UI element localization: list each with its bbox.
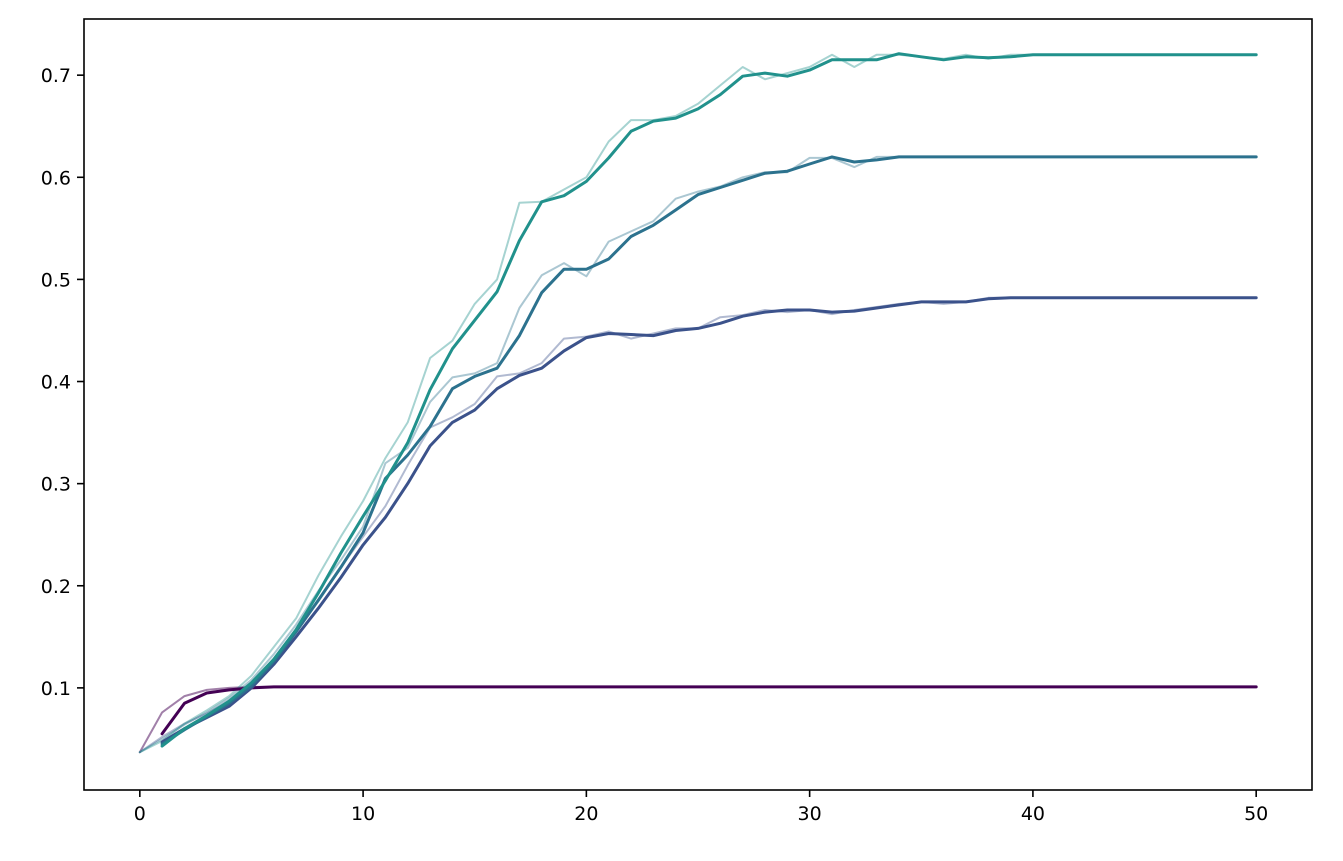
x-tick-label: 20 — [574, 803, 598, 825]
series-layer — [138, 52, 1258, 754]
y-tick-label: 0.5 — [41, 269, 71, 291]
y-tick-label: 0.1 — [41, 678, 71, 700]
y-axis: 0.1 0.2 0.3 0.4 0.5 0.6 0.7 — [41, 65, 84, 700]
plot-frame — [83, 18, 1313, 791]
x-tick-label: 30 — [798, 803, 822, 825]
y-tick-label: 0.2 — [41, 576, 71, 598]
x-axis: 0 10 20 30 40 50 — [134, 790, 1268, 825]
y-tick-label: 0.4 — [41, 372, 71, 394]
series-smooth-line-6 — [160, 155, 1258, 746]
series-smooth-line-5 — [160, 296, 1258, 744]
y-tick-label: 0.7 — [41, 65, 71, 87]
series-smooth-line-7 — [160, 52, 1258, 748]
x-tick-label: 50 — [1244, 803, 1268, 825]
x-tick-label: 10 — [351, 803, 375, 825]
y-tick-label: 0.3 — [41, 474, 71, 496]
y-tick-label: 0.6 — [41, 167, 71, 189]
series-smooth-line-4 — [160, 685, 1258, 736]
x-tick-label: 40 — [1021, 803, 1045, 825]
x-tick-label: 0 — [134, 803, 146, 825]
